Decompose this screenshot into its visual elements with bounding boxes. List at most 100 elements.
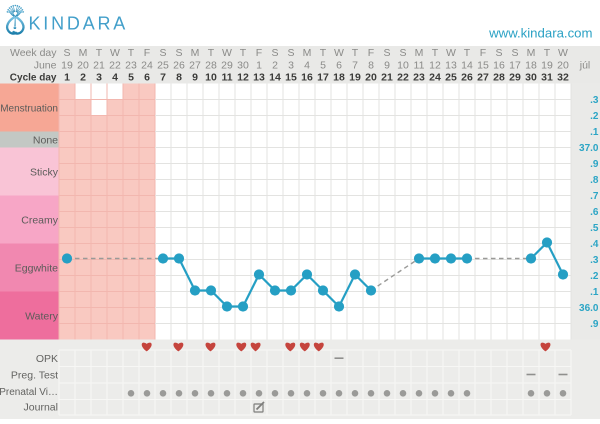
svg-text:21: 21 [381, 71, 393, 83]
svg-text:F: F [368, 47, 374, 59]
svg-text:28: 28 [205, 59, 217, 71]
svg-text:8: 8 [176, 71, 182, 83]
svg-text:W: W [446, 47, 456, 59]
svg-text:16: 16 [493, 59, 505, 71]
svg-text:30: 30 [525, 71, 537, 83]
svg-text:W: W [558, 47, 568, 59]
svg-text:Week day: Week day [10, 47, 57, 59]
svg-text:.2: .2 [590, 271, 599, 282]
svg-text:13: 13 [445, 59, 457, 71]
svg-text:12: 12 [429, 59, 441, 71]
svg-text:13: 13 [253, 71, 265, 83]
svg-text:T: T [544, 47, 551, 59]
svg-text:26: 26 [461, 71, 473, 83]
svg-text:36.0: 36.0 [579, 303, 599, 314]
svg-text:.7: .7 [590, 191, 599, 202]
svg-text:21: 21 [93, 59, 105, 71]
svg-text:6: 6 [144, 71, 150, 83]
svg-text:9: 9 [384, 59, 390, 71]
svg-text:OPK: OPK [36, 353, 58, 365]
svg-text:7: 7 [160, 71, 166, 83]
svg-text:KINDARA: KINDARA [29, 14, 129, 34]
svg-text:.8: .8 [590, 175, 599, 186]
svg-text:M: M [415, 47, 424, 59]
svg-text:15: 15 [477, 59, 489, 71]
svg-text:June: June [34, 59, 57, 71]
svg-text:F: F [144, 47, 150, 59]
svg-text:4: 4 [304, 59, 310, 71]
svg-text:18: 18 [333, 71, 345, 83]
svg-text:23: 23 [413, 71, 425, 83]
svg-text:30: 30 [237, 59, 249, 71]
svg-text:27: 27 [189, 59, 201, 71]
svg-text:2: 2 [80, 71, 86, 83]
svg-text:37.0: 37.0 [579, 143, 599, 154]
svg-text:Sticky: Sticky [30, 166, 59, 178]
svg-text:M: M [527, 47, 536, 59]
svg-text:F: F [480, 47, 486, 59]
svg-text:S: S [287, 47, 294, 59]
svg-text:T: T [240, 47, 247, 59]
svg-text:25: 25 [157, 59, 169, 71]
svg-text:T: T [320, 47, 327, 59]
svg-text:5: 5 [320, 59, 326, 71]
svg-text:16: 16 [301, 71, 313, 83]
svg-text:www.kindara.com: www.kindara.com [488, 25, 592, 40]
svg-text:20: 20 [365, 71, 377, 83]
svg-text:.3: .3 [590, 95, 599, 106]
svg-text:M: M [79, 47, 88, 59]
svg-text:.9: .9 [590, 159, 599, 170]
svg-text:17: 17 [509, 59, 521, 71]
svg-text:19: 19 [541, 59, 553, 71]
svg-text:.1: .1 [590, 287, 599, 298]
svg-text:25: 25 [445, 71, 457, 83]
svg-text:M: M [191, 47, 200, 59]
svg-text:10: 10 [205, 71, 217, 83]
svg-text:23: 23 [125, 59, 137, 71]
svg-text:S: S [159, 47, 166, 59]
svg-text:14: 14 [461, 59, 473, 71]
svg-text:T: T [128, 47, 135, 59]
svg-text:Preg. Test: Preg. Test [11, 370, 58, 382]
svg-text:10: 10 [397, 59, 409, 71]
svg-text:14: 14 [269, 71, 281, 83]
svg-text:S: S [271, 47, 278, 59]
svg-text:Creamy: Creamy [21, 214, 59, 226]
svg-text:26: 26 [173, 59, 185, 71]
svg-text:3: 3 [96, 71, 102, 83]
svg-text:12: 12 [237, 71, 249, 83]
svg-text:júl: júl [579, 59, 591, 71]
svg-text:32: 32 [557, 71, 569, 83]
svg-text:2: 2 [272, 59, 278, 71]
svg-text:Journal: Journal [24, 402, 58, 414]
svg-text:20: 20 [77, 59, 89, 71]
svg-text:S: S [511, 47, 518, 59]
svg-text:19: 19 [349, 71, 361, 83]
svg-text:22: 22 [397, 71, 409, 83]
svg-text:W: W [222, 47, 232, 59]
svg-text:18: 18 [525, 59, 537, 71]
svg-text:S: S [63, 47, 70, 59]
svg-text:28: 28 [493, 71, 505, 83]
svg-text:S: S [399, 47, 406, 59]
svg-text:29: 29 [509, 71, 521, 83]
svg-text:.6: .6 [590, 207, 599, 218]
svg-text:T: T [464, 47, 471, 59]
svg-text:T: T [432, 47, 439, 59]
svg-text:24: 24 [141, 59, 153, 71]
svg-text:1: 1 [256, 59, 262, 71]
svg-text:S: S [495, 47, 502, 59]
svg-text:.4: .4 [590, 239, 599, 250]
svg-text:.9: .9 [590, 319, 599, 330]
svg-text:7: 7 [352, 59, 358, 71]
svg-text:S: S [175, 47, 182, 59]
svg-text:9: 9 [192, 71, 198, 83]
svg-text:W: W [110, 47, 120, 59]
svg-text:6: 6 [336, 59, 342, 71]
svg-text:22: 22 [109, 59, 121, 71]
svg-text:.5: .5 [590, 223, 599, 234]
svg-text:11: 11 [221, 71, 232, 83]
svg-text:F: F [256, 47, 262, 59]
svg-text:.1: .1 [590, 127, 599, 138]
svg-text:11: 11 [414, 59, 425, 71]
